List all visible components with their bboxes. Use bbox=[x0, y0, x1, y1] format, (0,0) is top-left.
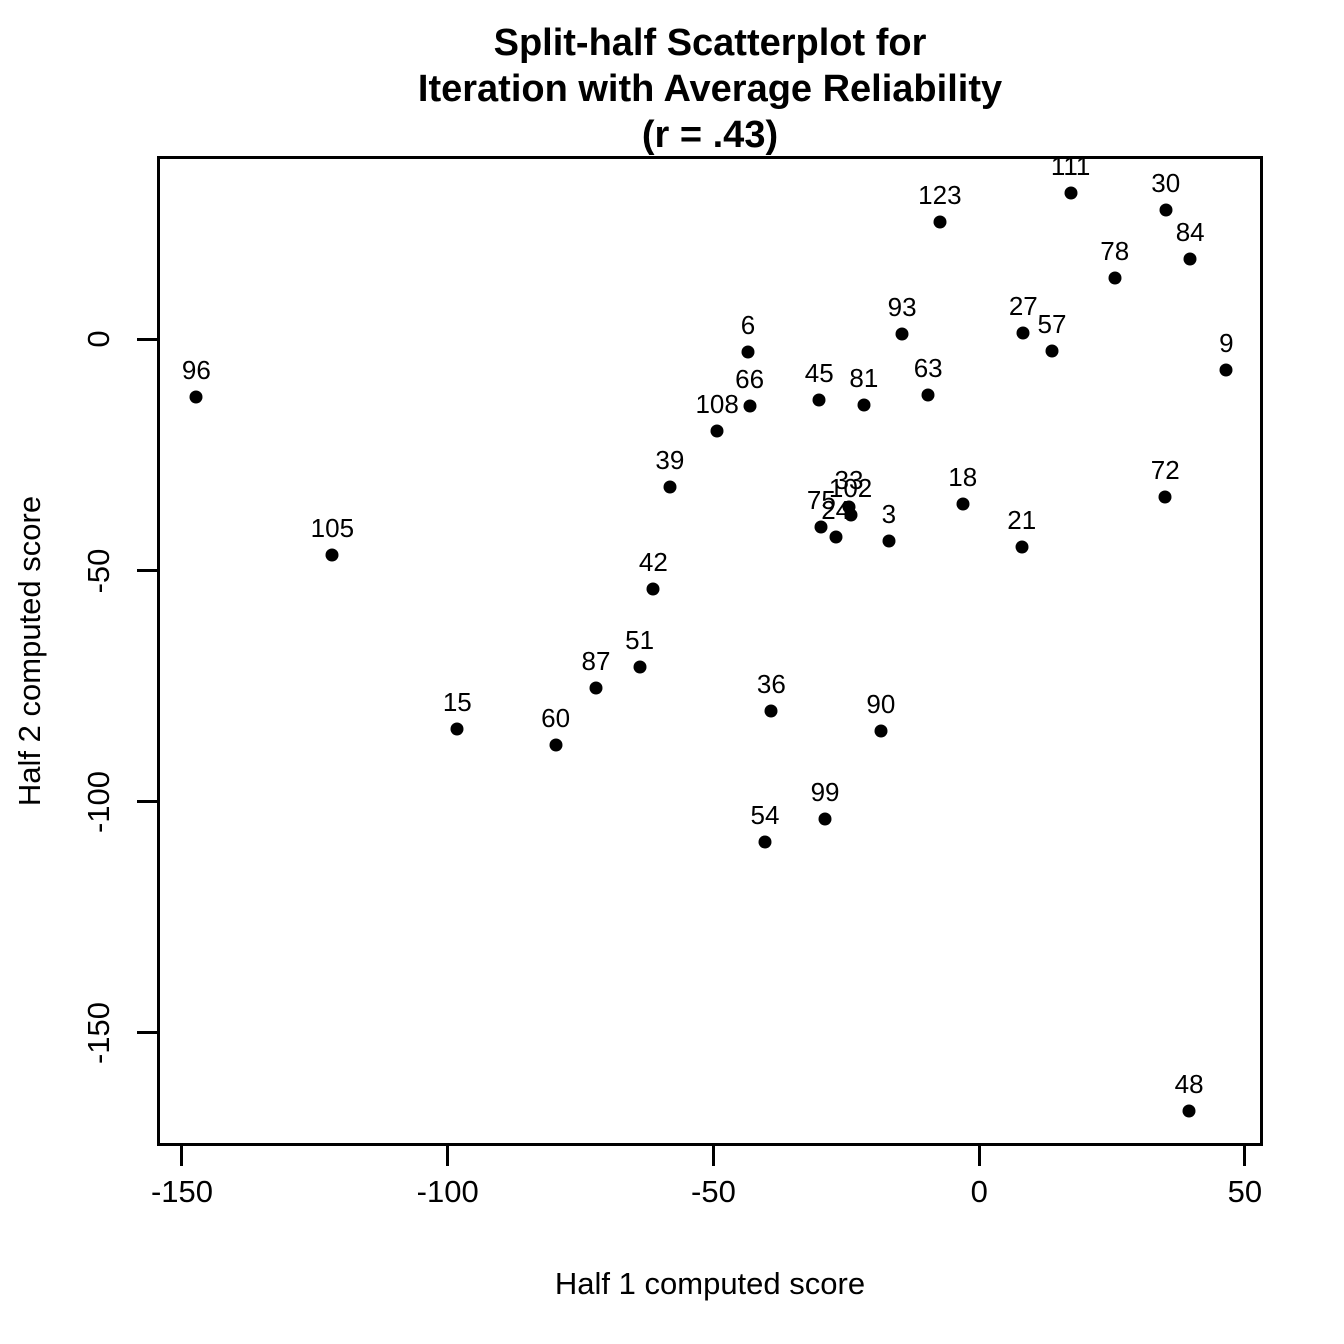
data-point-dot bbox=[1183, 252, 1197, 266]
data-point-label: 72 bbox=[1150, 454, 1180, 485]
data-point-dot bbox=[710, 424, 724, 438]
data-point-dot bbox=[857, 398, 871, 412]
x-tick-mark bbox=[446, 1146, 450, 1166]
data-point-label: 33 bbox=[834, 464, 864, 495]
data-point-label: 102 bbox=[828, 473, 873, 504]
chart-title-line-2: Iteration with Average Reliability bbox=[417, 68, 1003, 110]
data-point-dot bbox=[956, 497, 970, 511]
data-point-label: 24 bbox=[821, 494, 851, 525]
data-point-label: 39 bbox=[655, 444, 685, 475]
chart-title: Split-half Scatterplot for Iteration wit… bbox=[157, 20, 1263, 158]
data-point-dot bbox=[829, 530, 843, 544]
data-point-label: 111 bbox=[1050, 151, 1091, 182]
data-point-dot bbox=[549, 738, 563, 752]
data-point-label: 81 bbox=[849, 362, 879, 393]
data-point-label: 105 bbox=[310, 512, 355, 543]
data-point-label: 63 bbox=[913, 353, 943, 384]
data-point-label: 27 bbox=[1008, 291, 1038, 322]
data-point-label: 96 bbox=[181, 355, 211, 386]
data-point-dot bbox=[933, 215, 947, 229]
data-point-dot bbox=[844, 508, 858, 522]
data-point-label: 66 bbox=[735, 363, 765, 394]
data-point-dot bbox=[1045, 344, 1059, 358]
data-point-label: 108 bbox=[695, 388, 739, 419]
data-point-dot bbox=[874, 724, 888, 738]
y-tick-label: 0 bbox=[81, 330, 116, 349]
data-point-dot bbox=[743, 399, 757, 413]
data-point-label: 99 bbox=[810, 776, 840, 807]
data-point-dot bbox=[882, 534, 896, 548]
data-point-label: 18 bbox=[948, 462, 978, 493]
data-point-dot bbox=[633, 660, 647, 674]
chart-title-line-3: (r = .43) bbox=[641, 114, 779, 156]
data-point-label: 60 bbox=[541, 702, 571, 733]
data-point-label: 48 bbox=[1174, 1068, 1204, 1099]
data-point-label: 45 bbox=[804, 358, 834, 389]
x-tick-label: -150 bbox=[150, 1174, 213, 1209]
data-point-label: 51 bbox=[625, 625, 655, 656]
data-point-dot bbox=[921, 388, 935, 402]
data-point-dot bbox=[663, 480, 677, 494]
x-tick-label: -50 bbox=[691, 1174, 736, 1209]
x-tick-label: 50 bbox=[1227, 1174, 1263, 1209]
data-point-label: 84 bbox=[1175, 216, 1205, 247]
data-point-label: 75 bbox=[806, 484, 836, 515]
y-tick-mark bbox=[137, 569, 157, 573]
data-point-label: 90 bbox=[866, 688, 896, 719]
data-point-label: 42 bbox=[638, 547, 668, 578]
data-point-label: 30 bbox=[1151, 167, 1181, 198]
chart-title-line-1: Split-half Scatterplot for bbox=[493, 22, 927, 64]
data-point-dot bbox=[1182, 1104, 1196, 1118]
y-tick-label: -150 bbox=[81, 1001, 116, 1064]
x-tick-label: -100 bbox=[416, 1174, 479, 1209]
y-tick-label: -50 bbox=[81, 548, 116, 593]
data-point-dot bbox=[1159, 203, 1173, 217]
data-point-label: 21 bbox=[1007, 505, 1037, 535]
data-point-dot bbox=[764, 704, 778, 718]
data-point-dot bbox=[1108, 271, 1122, 285]
x-tick-mark bbox=[977, 1146, 981, 1166]
y-tick-mark bbox=[137, 800, 157, 804]
data-point-dot bbox=[758, 835, 772, 849]
data-point-label: 87 bbox=[581, 645, 611, 676]
x-tick-mark bbox=[1243, 1146, 1247, 1166]
data-point-dot bbox=[589, 681, 603, 695]
y-tick-mark bbox=[137, 337, 157, 341]
data-point-dot bbox=[1016, 326, 1030, 340]
plot-box bbox=[157, 156, 1263, 1146]
x-tick-label: 0 bbox=[970, 1174, 988, 1209]
data-point-label: 78 bbox=[1100, 235, 1130, 266]
data-point-dot bbox=[812, 393, 826, 407]
data-point-label: 3 bbox=[881, 499, 897, 529]
x-tick-mark bbox=[180, 1146, 184, 1166]
data-point-label: 36 bbox=[756, 669, 786, 700]
data-point-dot bbox=[646, 582, 660, 596]
data-point-dot bbox=[818, 812, 832, 826]
y-axis-label: Half 2 computed score bbox=[12, 495, 47, 807]
data-point-label: 123 bbox=[918, 180, 962, 211]
data-point-dot bbox=[1219, 363, 1233, 377]
y-tick-mark bbox=[137, 1031, 157, 1035]
data-point-label: 6 bbox=[740, 309, 756, 340]
data-point-label: 93 bbox=[887, 292, 917, 323]
x-axis-label: Half 1 computed score bbox=[554, 1266, 866, 1301]
y-tick-label: -100 bbox=[81, 770, 116, 833]
data-point-dot bbox=[325, 548, 339, 562]
data-point-dot bbox=[1064, 186, 1078, 200]
data-point-label: 54 bbox=[750, 800, 780, 831]
data-point-dot bbox=[814, 520, 828, 534]
x-tick-mark bbox=[711, 1146, 715, 1166]
data-point-dot bbox=[1015, 540, 1029, 554]
data-point-dot bbox=[741, 345, 755, 358]
data-point-label: 9 bbox=[1219, 328, 1234, 359]
data-point-dot bbox=[189, 390, 203, 404]
data-point-dot bbox=[450, 722, 464, 736]
data-point-dot bbox=[1158, 490, 1172, 504]
data-point-dot bbox=[895, 327, 909, 341]
data-point-label: 57 bbox=[1037, 308, 1067, 339]
data-point-label: 15 bbox=[442, 687, 472, 718]
